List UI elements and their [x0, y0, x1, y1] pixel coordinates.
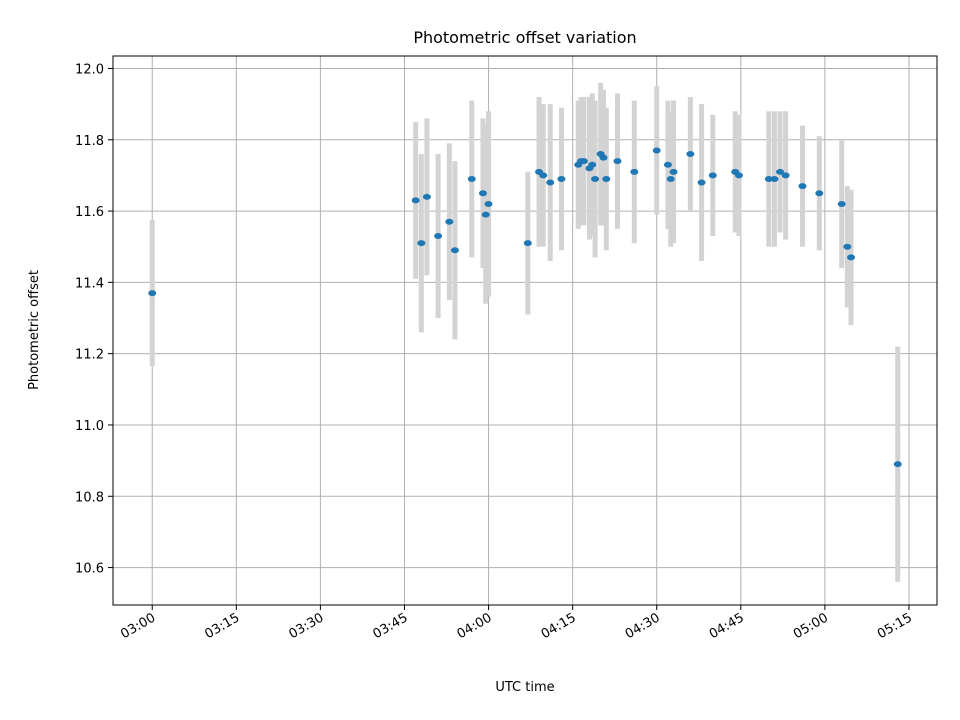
data-point [591, 175, 600, 182]
data-point [663, 161, 672, 168]
y-tick-label: 11.0 [75, 419, 104, 434]
axis-ticks: 03:00 03:15 03:30 03:45 04:00 04:15 04:30 04:45… [75, 62, 915, 642]
data-point [467, 175, 476, 182]
x-tick-label: 04:00 [455, 610, 495, 642]
data-point [764, 175, 773, 182]
data-point [602, 175, 611, 182]
x-tick-label: 03:30 [286, 610, 326, 642]
data-point [708, 172, 717, 179]
data-point [417, 240, 426, 247]
x-tick-label: 03:00 [118, 610, 158, 642]
data-point [579, 158, 588, 165]
y-tick-label: 11.6 [75, 205, 104, 220]
data-point [893, 461, 902, 468]
y-tick-label: 11.4 [75, 276, 104, 291]
chart-title: Photometric offset variation [413, 28, 636, 47]
y-tick-label: 11.8 [75, 134, 104, 149]
y-tick-label: 10.8 [75, 490, 104, 505]
plot-frame [112, 55, 938, 606]
data-point [546, 179, 555, 186]
x-tick-label: 03:45 [371, 610, 411, 642]
data-point [539, 172, 548, 179]
y-axis-label: Photometric offset [27, 270, 42, 390]
data-point [588, 161, 597, 168]
data-point [837, 200, 846, 207]
y-tick-label: 12.0 [75, 62, 104, 77]
data-point [434, 233, 443, 240]
x-tick-label: 04:45 [707, 610, 747, 642]
data-point [445, 218, 454, 225]
data-point [613, 158, 622, 165]
error-bars [149, 82, 901, 582]
data-point [599, 154, 608, 161]
data-point [652, 147, 661, 154]
data-point [847, 254, 856, 261]
data-point [411, 197, 420, 204]
x-axis-label: UTC time [495, 680, 554, 695]
grid [113, 56, 937, 605]
data-point [666, 175, 675, 182]
data-point [484, 200, 493, 207]
data-point [734, 172, 743, 179]
y-tick-label: 11.2 [75, 348, 104, 363]
x-tick-label: 05:15 [875, 610, 915, 642]
data-point [630, 168, 639, 175]
x-tick-label: 04:30 [623, 610, 663, 642]
data-point [523, 240, 532, 247]
y-tick-label: 10.6 [75, 562, 104, 577]
data-point [781, 172, 790, 179]
data-point [450, 247, 459, 254]
data-point [481, 211, 490, 218]
x-tick-label: 04:15 [539, 610, 579, 642]
data-point [697, 179, 706, 186]
data-point [557, 175, 566, 182]
data-point [843, 243, 852, 250]
data-point [798, 183, 807, 190]
x-tick-label: 03:15 [202, 610, 242, 642]
data-point [148, 290, 157, 297]
x-tick-label: 05:00 [791, 610, 831, 642]
data-point [776, 168, 785, 175]
data-point [815, 190, 824, 197]
data-point [669, 168, 678, 175]
data-point [422, 193, 431, 200]
data-points [148, 147, 902, 468]
data-point [770, 175, 779, 182]
data-point [478, 190, 487, 197]
data-point [686, 151, 695, 158]
